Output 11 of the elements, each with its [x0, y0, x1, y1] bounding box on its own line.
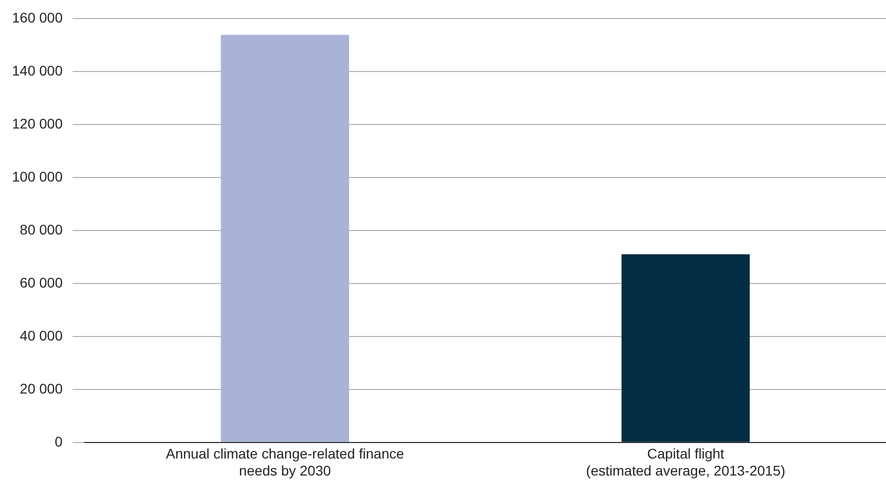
y-tick-label: 160 000 — [12, 9, 63, 26]
x-tick-label: Capital flight (estimated average, 2013-2015) — [586, 446, 786, 478]
y-tick-label: 100 000 — [12, 168, 63, 184]
y-tick-label: 140 000 — [12, 62, 63, 78]
y-tick-label: 80 000 — [20, 221, 63, 238]
y-tick-label: 60 000 — [20, 274, 63, 290]
y-tick-label: 120 000 — [12, 115, 63, 132]
x-tick-label: Annual climate change-related finance needs by 2030 — [166, 446, 404, 478]
y-tick-label: 40 000 — [20, 327, 63, 344]
y-tick-label: 20 000 — [20, 380, 63, 396]
y-tick-label: 0 — [54, 433, 63, 450]
